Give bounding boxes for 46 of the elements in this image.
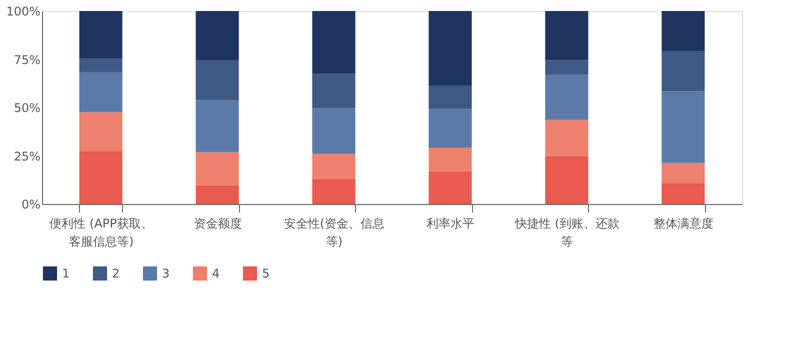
legend-label: 2: [112, 266, 120, 280]
legend-label: 5: [262, 266, 270, 280]
bar: [545, 156, 588, 204]
bar: [79, 152, 122, 204]
bar: [662, 184, 705, 204]
bar: [662, 11, 705, 52]
legend-label: 1: [62, 266, 70, 280]
bar: [428, 171, 472, 204]
bar: [196, 60, 239, 100]
x-tick-label: 安全性(资金、信息等): [284, 216, 385, 248]
x-tick-label: 资金额度: [194, 216, 242, 230]
legend-label: 4: [212, 266, 220, 280]
bar: [545, 74, 588, 120]
bar: [428, 108, 472, 148]
bar: [312, 154, 356, 179]
bar: [428, 148, 472, 172]
x-tick-label: 整体满意度: [654, 216, 714, 230]
y-tick-label: 100%: [6, 4, 40, 18]
bar: [196, 100, 239, 152]
bar: [196, 11, 239, 60]
y-tick-label: 75%: [14, 52, 40, 67]
bar: [196, 152, 239, 186]
x-tick-label: 利率水平: [426, 216, 475, 230]
bar: [312, 74, 356, 108]
bar: [79, 58, 122, 72]
bar: [428, 86, 472, 109]
bar: [312, 11, 356, 74]
y-tick-label: 50%: [14, 101, 40, 115]
bar: [79, 72, 122, 112]
legend-label: 3: [162, 266, 170, 280]
bar: [545, 120, 588, 157]
bar: [428, 11, 472, 86]
bar: [545, 11, 588, 60]
bar: [545, 60, 588, 74]
bar: [662, 162, 705, 184]
y-tick-label: 0%: [21, 198, 40, 212]
bar: [312, 108, 356, 154]
x-tick-label: 便利性 (APP获取、客服信息等): [50, 216, 153, 248]
bar: [196, 185, 239, 204]
x-tick-label: 快捷性 (到账、还款等: [514, 216, 620, 248]
bar: [312, 178, 356, 204]
bar: [79, 112, 122, 152]
bar: [79, 11, 122, 59]
y-tick-label: 25%: [14, 149, 40, 164]
bar: [662, 51, 705, 92]
bar: [662, 91, 705, 163]
